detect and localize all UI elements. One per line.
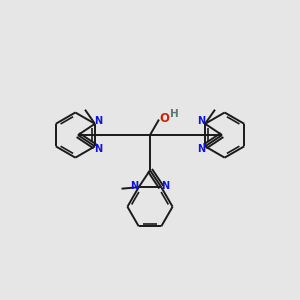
Text: N: N — [197, 116, 206, 126]
Text: N: N — [94, 116, 103, 126]
Text: H: H — [170, 109, 179, 119]
Text: N: N — [94, 144, 103, 154]
Text: N: N — [197, 144, 206, 154]
Text: N: N — [130, 181, 139, 191]
Text: N: N — [161, 181, 169, 191]
Text: O: O — [159, 112, 169, 124]
